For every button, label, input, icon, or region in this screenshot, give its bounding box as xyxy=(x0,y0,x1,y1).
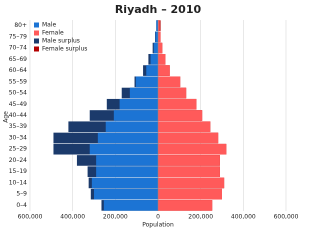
bar xyxy=(150,54,158,65)
bar xyxy=(113,110,158,121)
legend-label: Female xyxy=(42,30,64,37)
x-axis-label: Population xyxy=(142,222,174,229)
legend-swatch xyxy=(34,38,39,44)
x-tick-label: 0 xyxy=(156,214,160,221)
bar xyxy=(158,188,222,200)
y-tick-label: 50–54 xyxy=(9,90,27,97)
bar xyxy=(105,121,158,133)
y-tick-label: 80+ xyxy=(14,22,27,29)
bar xyxy=(89,143,158,155)
bar xyxy=(96,155,158,166)
y-tick-label: 40–44 xyxy=(9,112,27,119)
bar xyxy=(158,87,187,99)
bar xyxy=(146,65,158,76)
bar xyxy=(158,143,227,155)
bar xyxy=(103,200,158,211)
y-tick-label: 10–14 xyxy=(9,179,27,186)
bar xyxy=(158,132,219,144)
bar xyxy=(158,177,225,189)
y-tick-label: 35–39 xyxy=(9,123,27,130)
y-tick-label: 20–24 xyxy=(9,157,27,164)
y-tick-label: 65–69 xyxy=(9,56,27,63)
bar xyxy=(158,121,211,133)
x-tick-label: 200,000 xyxy=(188,214,213,221)
bar xyxy=(158,166,220,177)
bar xyxy=(156,20,158,31)
bar xyxy=(158,42,163,54)
y-tick-label: 75–79 xyxy=(9,33,27,40)
chart-title: Riyadh – 2010 xyxy=(115,3,202,16)
bar xyxy=(119,98,158,110)
bar xyxy=(158,31,161,43)
bar xyxy=(158,98,197,110)
legend-swatch xyxy=(34,46,39,52)
x-tick-label: 400,000 xyxy=(60,214,85,221)
legend-label: Male xyxy=(42,22,57,29)
bar xyxy=(135,76,158,88)
bar xyxy=(155,31,158,43)
legend-swatch xyxy=(34,22,39,28)
bar xyxy=(158,54,166,65)
bar xyxy=(158,20,160,31)
y-tick-label: 70–74 xyxy=(9,45,27,52)
y-axis-label: Age xyxy=(3,111,10,123)
bar xyxy=(129,87,158,99)
y-tick-label: 55–59 xyxy=(9,78,27,85)
bar xyxy=(158,76,181,88)
bar xyxy=(158,65,170,76)
bar xyxy=(97,132,158,144)
y-tick-label: 30–34 xyxy=(9,134,27,141)
x-tick-label: 400,000 xyxy=(231,214,256,221)
x-tick-label: 200,000 xyxy=(103,214,128,221)
legend-swatch xyxy=(34,30,39,36)
bar xyxy=(94,188,158,200)
bar xyxy=(158,155,220,166)
y-tick-label: 60–64 xyxy=(9,67,27,74)
chart: Riyadh – 2010 Age Population 600,000 400,… xyxy=(3,3,299,229)
legend-label: Female surplus xyxy=(42,46,87,53)
y-tick-label: 45–49 xyxy=(9,101,27,108)
bar xyxy=(153,42,158,54)
y-tick-label: 15–19 xyxy=(9,168,27,175)
bar xyxy=(158,200,213,211)
y-tick-label: 0–4 xyxy=(16,202,27,209)
y-tick-label: 25–29 xyxy=(9,146,27,153)
legend-label: Male surplus xyxy=(42,38,80,45)
y-tick-label: 5–9 xyxy=(16,191,27,198)
x-tick-label: 600,000 xyxy=(18,214,43,221)
bar xyxy=(158,110,203,121)
bar xyxy=(91,177,158,189)
bar xyxy=(96,166,158,177)
x-tick-label: 600,000 xyxy=(274,214,299,221)
page: Riyadh – 2010 Age Population 600,000 400,… xyxy=(2,3,299,229)
